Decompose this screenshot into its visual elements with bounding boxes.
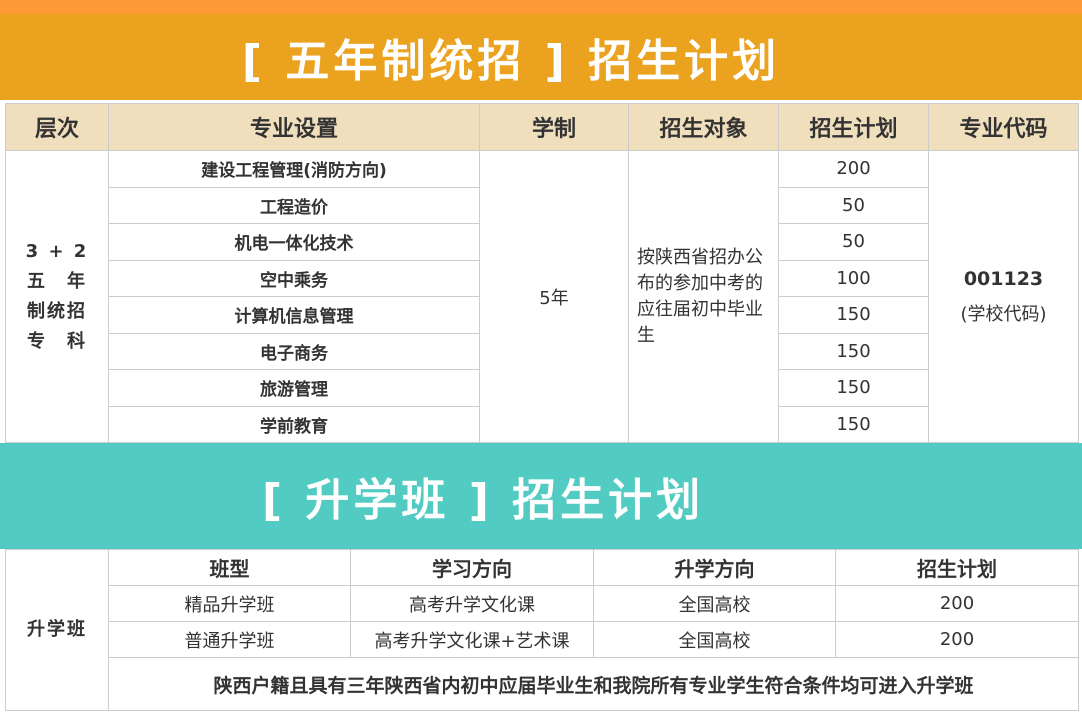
header-cell: 学制 — [479, 103, 629, 151]
upgrade-title: [ 升学班 ] 招生计划 — [262, 475, 705, 526]
plan-cell: 50 — [778, 223, 929, 261]
class-type-cell: 精品升学班 — [108, 585, 351, 622]
table-header-row: 升学班 班型 学习方向 升学方向 招生计划 — [5, 549, 1079, 711]
upgrade-direction-cell: 全国高校 — [593, 585, 836, 622]
major-cell: 旅游管理 — [108, 369, 480, 407]
target-cell: 按陕西省招办公布的参加中考的应往届初中毕业生 — [628, 150, 779, 443]
class-type-cell: 普通升学班 — [108, 621, 351, 658]
header-cell: 专业设置 — [108, 103, 480, 151]
header-cell: 层次 — [5, 103, 109, 151]
plan-cell: 150 — [778, 405, 929, 443]
note-row: 陕西户籍且具有三年陕西省内初中应届毕业生和我院所有专业学生符合条件均可进入升学班 — [6, 657, 1079, 711]
school-code: 001123 — [963, 267, 1044, 290]
table-header-row: 层次 专业设置 学制 招生对象 招生计划 专业代码 — [5, 103, 1079, 151]
five-year-table: 层次 专业设置 学制 招生对象 招生计划 专业代码 3 + 2 五 年 制统招 … — [5, 103, 1079, 443]
table-row: 电子商务 150 — [6, 332, 1079, 370]
upgrade-table: 升学班 班型 学习方向 升学方向 招生计划 精品升学班 高考升学文化课 全国高校… — [5, 549, 1079, 711]
level-cell: 3 + 2 五 年 制统招 专 科 — [5, 150, 109, 443]
eligibility-note: 陕西户籍且具有三年陕西省内初中应届毕业生和我院所有专业学生符合条件均可进入升学班 — [108, 657, 1079, 711]
plan-cell: 200 — [835, 621, 1079, 658]
plan-cell: 100 — [778, 259, 929, 297]
major-cell: 机电一体化技术 — [108, 223, 480, 261]
study-direction-cell: 高考升学文化课 — [350, 585, 594, 622]
header-cell: 招生对象 — [628, 103, 779, 151]
table-row: 精品升学班 高考升学文化课 全国高校 200 — [6, 585, 1079, 622]
upgrade-level-cell: 升学班 — [5, 549, 109, 711]
table-row: 旅游管理 150 — [6, 369, 1079, 407]
header-cell: 招生计划 — [835, 549, 1079, 586]
plan-cell: 200 — [778, 150, 929, 188]
major-cell: 工程造价 — [108, 186, 480, 224]
header-cell: 升学方向 — [593, 549, 836, 586]
table-row: 空中乘务 100 — [6, 259, 1079, 297]
study-direction-cell: 高考升学文化课+艺术课 — [350, 621, 594, 658]
table-row: 普通升学班 高考升学文化课+艺术课 全国高校 200 — [6, 621, 1079, 658]
plan-cell: 200 — [835, 585, 1079, 622]
duration-cell: 5年 — [479, 150, 629, 443]
table-row: 机电一体化技术 50 — [6, 223, 1079, 261]
plan-cell: 50 — [778, 186, 929, 224]
major-cell: 电子商务 — [108, 332, 480, 370]
major-cell: 计算机信息管理 — [108, 296, 480, 334]
header-cell: 学习方向 — [350, 549, 594, 586]
upgrade-banner: [ 升学班 ] 招生计划 — [0, 443, 1082, 549]
table-row: 3 + 2 五 年 制统招 专 科建设工程管理(消防方向) 5年 按陕西省招办公布的… — [5, 150, 1079, 443]
table-row: 学前教育 150 — [6, 405, 1079, 443]
header-cell: 班型 — [108, 549, 351, 586]
header-cell: 招生计划 — [778, 103, 929, 151]
major-cell: 空中乘务 — [108, 259, 480, 297]
table-row: 计算机信息管理 150 — [6, 296, 1079, 334]
plan-cell: 150 — [778, 369, 929, 407]
header-cell: 专业代码 — [928, 103, 1079, 151]
plan-cell: 150 — [778, 296, 929, 334]
code-cell: 001123 (学校代码) — [928, 150, 1079, 443]
five-year-banner: [ 五年制统招 ] 招生计划 — [0, 0, 1082, 100]
table-row: 工程造价 50 — [6, 186, 1079, 224]
major-cell: 学前教育 — [108, 405, 480, 443]
upgrade-direction-cell: 全国高校 — [593, 621, 836, 658]
plan-cell: 150 — [778, 332, 929, 370]
major-cell: 建设工程管理(消防方向) — [108, 150, 480, 188]
five-year-title: [ 五年制统招 ] 招生计划 — [241, 36, 781, 87]
school-code-note: (学校代码) — [960, 303, 1047, 325]
